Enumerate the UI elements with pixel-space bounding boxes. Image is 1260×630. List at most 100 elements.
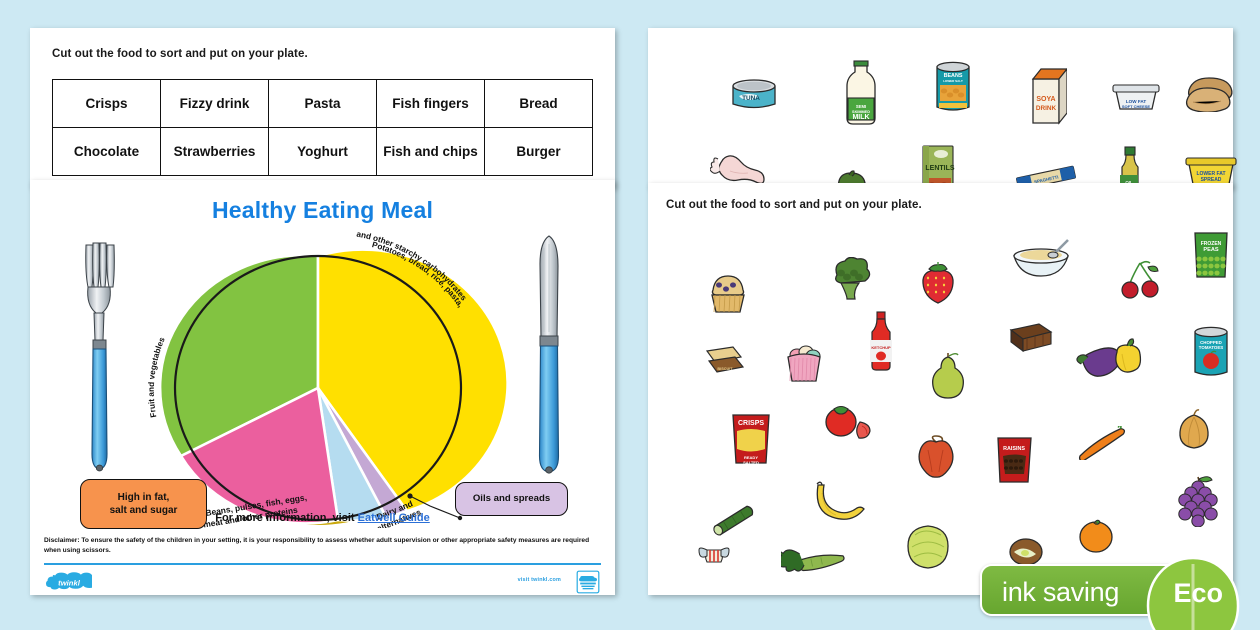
visit-url-text: visit twinkl.com <box>517 577 561 583</box>
svg-text:DRINK: DRINK <box>1036 105 1057 112</box>
kiwi-illustration <box>1006 534 1046 568</box>
high-fat-line1: High in fat, <box>117 491 170 503</box>
ice-cream-tub-illustration <box>782 341 826 385</box>
page-footer: twinkl visit twinkl.com <box>44 569 601 595</box>
raisins-packet-illustration: RAISINS <box>992 430 1036 488</box>
milk-bottle-illustration: SEMI SKIMMED MILK <box>841 58 881 126</box>
crisps-packet-illustration: CRISPS READY SALTED <box>727 407 775 471</box>
yellow-pepper-illustration <box>1108 334 1148 378</box>
table-cell: Pasta <box>268 79 377 128</box>
chicken-leg-illustration <box>710 149 766 189</box>
lentils-box-illustration: LENTILS <box>916 140 960 204</box>
svg-text:SEMI: SEMI <box>856 104 866 109</box>
more-information-line: For more information, visit Eatwell Guid… <box>30 512 615 524</box>
tuna-can-illustration: TUNA <box>727 74 781 114</box>
svg-text:SOFT CHEESE: SOFT CHEESE <box>1122 104 1151 109</box>
fork-illustration <box>78 237 120 492</box>
eco-label: Eco <box>1173 578 1223 608</box>
table-cell: Yoghurt <box>268 127 377 176</box>
lettuce-illustration <box>903 521 953 571</box>
table-cell: Fizzy drink <box>160 79 269 128</box>
orange-illustration <box>1074 514 1118 558</box>
broccoli-illustration <box>827 257 875 301</box>
page-title: Healthy Eating Meal <box>211 197 434 223</box>
chocolate-bar-illustration <box>1001 316 1055 356</box>
table-cell: Bread <box>484 79 593 128</box>
cereal-bowl-illustration <box>1008 236 1074 282</box>
food-images-page-top: TUNA SEMI SKIMMED MILK BEANS LOWER SALT SOYA DR… <box>648 28 1237 201</box>
svg-text:SKIMMED: SKIMMED <box>852 110 870 114</box>
svg-text:MILK: MILK <box>852 114 869 121</box>
ketchup-bottle-illustration: KETCHUP <box>866 310 896 372</box>
onion-illustration <box>1172 407 1216 451</box>
chopped-tomatoes-can-illustration: CHOPPED TOMATOES <box>1189 322 1233 380</box>
svg-text:SALTED: SALTED <box>743 460 759 465</box>
blueberry-muffin-illustration <box>705 270 751 316</box>
banana-illustration <box>808 479 868 523</box>
carrot-illustration <box>1073 426 1135 460</box>
apple-illustration <box>914 432 958 480</box>
frozen-peas-bag-illustration: FROZEN PEAS <box>1189 225 1233 281</box>
svg-text:TOMATOES: TOMATOES <box>1199 345 1223 350</box>
table-cell: Burger <box>484 127 593 176</box>
food-page-instruction: Cut out the food to sort and put on your… <box>666 199 922 211</box>
svg-text:SOYA: SOYA <box>1036 96 1055 103</box>
svg-text:BISCUIT: BISCUIT <box>717 367 733 371</box>
svg-text:SPREAD: SPREAD <box>1201 177 1222 183</box>
strawberry-illustration <box>917 258 959 304</box>
food-top-grid: TUNA SEMI SKIMMED MILK BEANS LOWER SALT SOYA DR… <box>666 44 1237 201</box>
high-fat-line2: salt and sugar <box>109 505 178 516</box>
oils-and-spreads-callout: Oils and spreads <box>455 482 568 516</box>
tomato-illustration <box>822 400 874 442</box>
high-in-fat-callout: High in fat, salt and sugar <box>80 479 207 529</box>
lower-fat-spread-tub-illustration: LOWER FAT SPREAD <box>1184 152 1238 188</box>
disclaimer-text: Disclaimer: To ensure the safety of the … <box>44 537 590 554</box>
svg-text:CRISPS: CRISPS <box>738 420 764 427</box>
table-cell: Strawberries <box>160 127 269 176</box>
svg-text:RAISINS: RAISINS <box>1003 446 1025 452</box>
ink-saving-label: ink saving <box>1002 577 1120 607</box>
knife-illustration <box>527 232 567 492</box>
svg-text:PEAS: PEAS <box>1203 247 1219 253</box>
leaf-icon <box>1146 556 1240 630</box>
svg-text:TUNA: TUNA <box>742 95 760 102</box>
svg-text:READY: READY <box>744 455 758 460</box>
table-cell: Fish and chips <box>376 127 485 176</box>
table-row: Crisps Fizzy drink Pasta Fish fingers Br… <box>52 79 593 128</box>
celery-illustration <box>781 537 847 581</box>
twinkl-logo: twinkl <box>46 572 92 590</box>
aubergine-illustration <box>1074 339 1128 383</box>
eatwell-guide-link[interactable]: Eatwell Guide <box>357 512 430 524</box>
cucumber-illustration <box>708 502 764 536</box>
soft-cheese-tub-illustration: LOW FAT SOFT CHEESE <box>1110 79 1162 113</box>
more-info-prefix: For more information, visit <box>215 512 358 524</box>
svg-text:LOWER SALT: LOWER SALT <box>943 79 963 83</box>
footer-divider <box>44 563 601 565</box>
healthy-eating-meal-page: Healthy Eating Meal <box>30 180 615 595</box>
table-cell: Fish fingers <box>376 79 485 128</box>
beans-can-illustration: BEANS LOWER SALT <box>932 57 974 115</box>
food-images-page: Cut out the food to sort and put on your… <box>648 183 1233 595</box>
svg-text:CHOPPED: CHOPPED <box>1200 340 1222 345</box>
soya-drink-carton-illustration: SOYA DRINK <box>1025 63 1067 129</box>
food-main-grid: FROZEN PEAS BISCUIT KETCHUP CHOPPED TOMATOES C… <box>666 211 1228 591</box>
biscuits-illustration: BISCUIT <box>701 341 751 377</box>
twinkl-badge-icon <box>576 570 600 594</box>
wordlist-page: Cut out the food to sort and put on your… <box>30 28 615 188</box>
bread-slices-illustration <box>1183 72 1239 112</box>
eatwell-pie-chart: Fruit and vegetables Potatoes, bread, ri… <box>110 228 540 534</box>
table-row: Chocolate Strawberries Yoghurt Fish and … <box>52 127 593 176</box>
cherries-illustration <box>1118 257 1164 301</box>
svg-text:LOW FAT: LOW FAT <box>1126 99 1147 104</box>
svg-text:LOWER FAT: LOWER FAT <box>1196 171 1225 177</box>
grapes-illustration <box>1172 471 1224 527</box>
table-cell: Crisps <box>52 79 161 128</box>
svg-text:KETCHUP: KETCHUP <box>871 345 891 350</box>
ink-saving-eco-badge: ink saving Eco <box>980 554 1252 630</box>
table-cell: Chocolate <box>52 127 161 176</box>
oils-label: Oils and spreads <box>472 492 551 504</box>
wordlist-instruction: Cut out the food to sort and put on your… <box>52 48 308 60</box>
pear-illustration <box>928 347 968 399</box>
food-word-table: Crisps Fizzy drink Pasta Fish fingers Br… <box>52 79 593 176</box>
sweet-illustration <box>697 544 731 568</box>
